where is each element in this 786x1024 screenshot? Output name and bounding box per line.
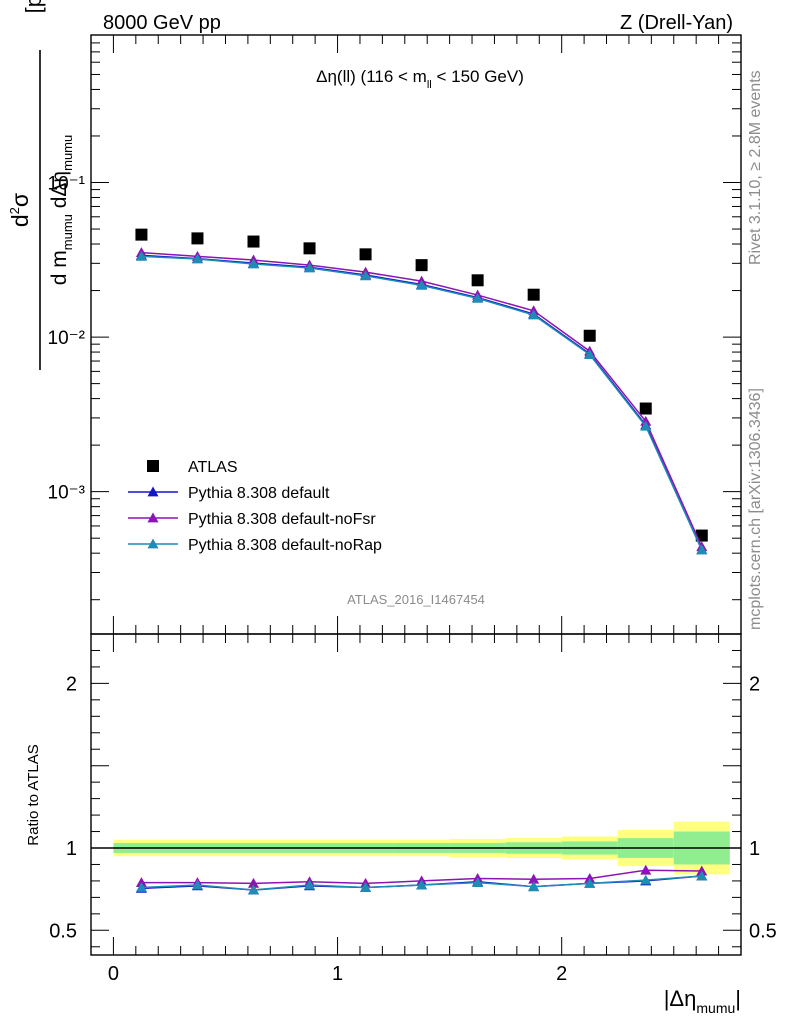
rivet-version: Rivet 3.1.10, ≥ 2.8M events <box>747 70 764 265</box>
ratio-point <box>360 882 372 892</box>
ratio-point <box>640 864 652 875</box>
ratio-point <box>248 877 259 888</box>
data-point <box>696 544 708 555</box>
data-point <box>527 288 540 301</box>
legend-marker <box>147 538 159 549</box>
energy-label: 8000 GeV pp <box>103 12 221 34</box>
data-point <box>471 274 484 287</box>
legend-label: Pythia 8.308 default-noFsr <box>188 511 376 528</box>
ratio-series-pythia-8-308-default-norap <box>135 870 708 895</box>
main-panel: 10⁻³ 10⁻² 10⁻¹ Δη(ll) (116 < mll < 150 GeV)… <box>7 0 742 635</box>
ratio-point <box>248 884 259 895</box>
data-point <box>359 248 372 261</box>
ratio-y-tick-label: 0.5 <box>49 920 77 942</box>
x-axis-label: |Δηmumu| <box>664 986 741 1016</box>
y-tick-label: 10⁻³ <box>48 483 86 504</box>
ratio-y-tick-label: 2 <box>66 673 77 695</box>
data-point <box>135 228 148 241</box>
legend-label: ATLAS <box>188 459 238 476</box>
y-label-numerator: d2σ <box>7 193 33 227</box>
x-tick-label: 2 <box>556 963 567 985</box>
series-pythia-8-308-default-nofsr <box>135 247 708 552</box>
data-point <box>584 349 596 360</box>
plot-title: Δη(ll) (116 < mll < 150 GeV) <box>316 67 524 91</box>
x-tick-label: 0 <box>108 963 119 985</box>
ratio-point <box>135 882 147 892</box>
ratio-point <box>472 877 484 887</box>
data-point <box>247 235 260 248</box>
data-point <box>640 420 652 431</box>
y-label-denominator: d mmumu dΔηmumu <box>48 135 75 286</box>
x-tick-label: 1 <box>332 963 343 985</box>
ratio-point <box>304 879 316 890</box>
data-point <box>639 402 652 415</box>
ratio-point <box>528 881 540 892</box>
data-point <box>415 259 428 272</box>
y-tick-label: 10⁻² <box>48 328 86 349</box>
y-label-unit: [pb/GeV] <box>21 0 46 13</box>
ratio-point <box>696 870 708 881</box>
ratio-panel: 0.5 0.5 1 1 2 2 0 1 2 Ratio to ATLAS |Δηmumu| <box>25 633 777 1016</box>
ratio-point <box>528 873 540 884</box>
data-point <box>416 279 428 290</box>
legend-marker <box>147 460 159 472</box>
analysis-watermark: ATLAS_2016_I1467454 <box>347 592 485 607</box>
ratio-y-tick-label-right: 0.5 <box>749 920 777 942</box>
data-point <box>304 262 316 273</box>
data-point <box>472 292 484 303</box>
ratio-point <box>191 879 203 890</box>
y-axis-label: d2σ d mmumu dΔηmumu [pb/GeV] <box>7 0 75 370</box>
mcplots-reference: mcplots.cern.ch [arXiv:1306.3436] <box>747 388 764 630</box>
data-point <box>528 309 540 320</box>
ratio-y-tick-label-right: 1 <box>749 838 760 860</box>
data-point <box>191 232 204 245</box>
series-line <box>141 254 703 551</box>
series-pythia-8-308-default-norap <box>135 250 708 555</box>
ratio-y-tick-label-right: 2 <box>749 673 760 695</box>
y-tick-label: 10⁻¹ <box>48 174 86 195</box>
legend-marker <box>147 512 159 523</box>
data-point <box>191 253 203 264</box>
data-point <box>248 258 259 269</box>
series-line <box>141 255 703 551</box>
legend: ATLAS Pythia 8.308 default Pythia 8.308 de… <box>128 459 382 554</box>
ratio-y-axis-label: Ratio to ATLAS <box>25 744 42 845</box>
process-label: Z (Drell-Yan) <box>620 12 733 34</box>
series-line <box>141 251 703 548</box>
legend-label: Pythia 8.308 default <box>188 485 330 502</box>
series-pythia-8-308-default <box>135 249 708 555</box>
ratio-frame <box>90 633 742 956</box>
data-point <box>583 329 596 342</box>
ratio-point <box>640 874 652 885</box>
legend-label: Pythia 8.308 default-noRap <box>188 537 382 554</box>
ratio-point <box>416 879 428 890</box>
data-point <box>303 242 316 255</box>
ratio-y-tick-label: 1 <box>66 838 77 860</box>
data-point <box>360 270 372 281</box>
ratio-point <box>584 877 596 888</box>
legend-marker <box>147 486 159 497</box>
data-point <box>135 250 147 261</box>
